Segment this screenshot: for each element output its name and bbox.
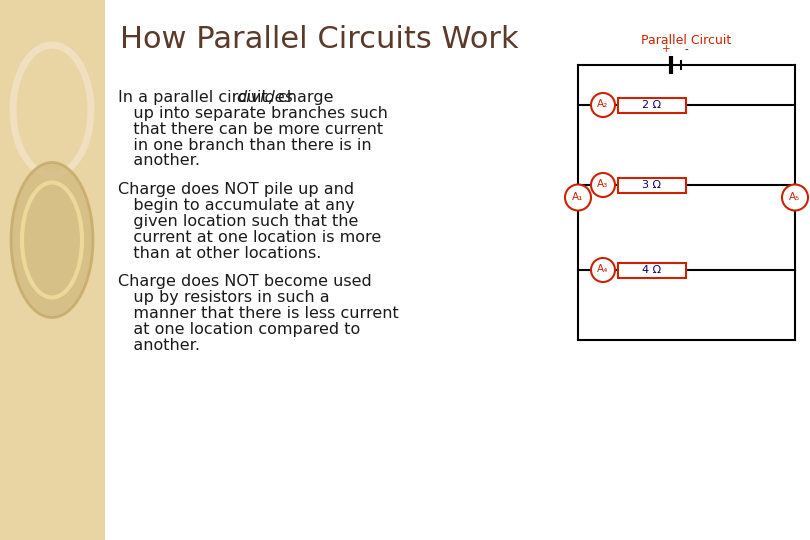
Text: Charge does NOT pile up and: Charge does NOT pile up and	[118, 182, 354, 197]
Text: that there can be more current: that there can be more current	[118, 122, 383, 137]
Circle shape	[782, 185, 808, 211]
Text: -: -	[684, 44, 688, 54]
Text: up into separate branches such: up into separate branches such	[118, 106, 388, 121]
Text: A₅: A₅	[790, 192, 800, 201]
Text: than at other locations.: than at other locations.	[118, 246, 322, 260]
Text: up by resistors in such a: up by resistors in such a	[118, 290, 330, 305]
Text: How Parallel Circuits Work: How Parallel Circuits Work	[120, 25, 518, 54]
Text: +: +	[662, 44, 671, 54]
Ellipse shape	[11, 163, 93, 318]
Text: In a parallel circuit, charge: In a parallel circuit, charge	[118, 90, 339, 105]
Bar	[618, 178, 686, 192]
Text: 2 Ω: 2 Ω	[642, 100, 662, 110]
Text: another.: another.	[118, 338, 200, 353]
Text: A₂: A₂	[597, 99, 608, 109]
Text: A₃: A₃	[597, 179, 608, 189]
Bar	[618, 98, 686, 112]
Text: A₁: A₁	[573, 192, 584, 201]
Bar	[618, 262, 686, 278]
Text: Parallel Circuit: Parallel Circuit	[642, 34, 731, 47]
Text: current at one location is more: current at one location is more	[118, 230, 382, 245]
Text: another.: another.	[118, 153, 200, 168]
Text: at one location compared to: at one location compared to	[118, 322, 360, 337]
Text: Charge does NOT become used: Charge does NOT become used	[118, 274, 372, 289]
Text: in one branch than there is in: in one branch than there is in	[118, 138, 372, 153]
Circle shape	[591, 173, 615, 197]
Text: given location such that the: given location such that the	[118, 214, 358, 229]
Text: divides: divides	[237, 90, 294, 105]
Bar	[0, 0, 105, 540]
Text: 3 Ω: 3 Ω	[642, 180, 662, 190]
Text: A₄: A₄	[597, 264, 608, 274]
Text: manner that there is less current: manner that there is less current	[118, 306, 399, 321]
Text: begin to accumulate at any: begin to accumulate at any	[118, 198, 355, 213]
Text: 4 Ω: 4 Ω	[642, 265, 662, 275]
Circle shape	[591, 93, 615, 117]
Circle shape	[565, 185, 591, 211]
Circle shape	[591, 258, 615, 282]
